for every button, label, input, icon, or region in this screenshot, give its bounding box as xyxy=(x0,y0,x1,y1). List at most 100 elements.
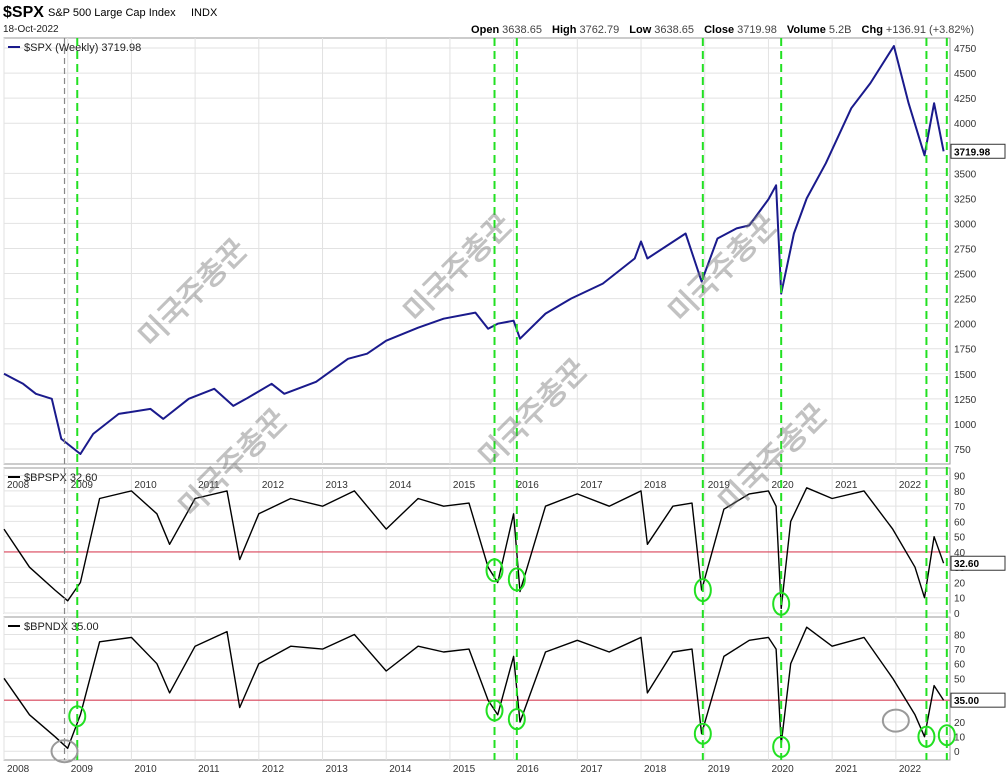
legend-label: $BPNDX 35.00 xyxy=(24,621,99,633)
panel-spx: 750 1000 1250 1500 1750 2000 2250 2500 2750 3000 3… xyxy=(3,37,1006,465)
legend-bpspx: $BPSPX 32.60 xyxy=(8,472,97,484)
signal-marker xyxy=(937,724,956,747)
x-tick-label: 2020 xyxy=(771,480,794,491)
y-tick-label: 2250 xyxy=(954,295,977,306)
legend-label: $SPX (Weekly) 3719.98 xyxy=(24,42,141,54)
x-tick-label: 2012 xyxy=(262,480,285,491)
last-value-label: 3719.98 xyxy=(954,147,991,158)
x-tick-label: 2016 xyxy=(517,764,540,775)
last-value-box xyxy=(950,692,1006,708)
x-tick-label: 2014 xyxy=(389,764,412,775)
date-label: 18-Oct-2022 xyxy=(3,24,59,35)
y-tick-label: 20 xyxy=(954,718,966,729)
x-tick-label: 2020 xyxy=(771,764,794,775)
signal-marker xyxy=(772,591,791,616)
y-tick-label: 90 xyxy=(954,472,966,483)
y-tick-label: 3500 xyxy=(954,169,977,180)
last-value-label: 35.00 xyxy=(954,696,979,707)
low-value: 3638.65 xyxy=(654,24,695,36)
x-tick-label: 2017 xyxy=(580,480,603,491)
y-tick-label: 1500 xyxy=(954,370,977,381)
signal-marker xyxy=(693,722,712,745)
y-tick-label: 80 xyxy=(954,487,966,498)
volume-value: 5.2B xyxy=(828,24,852,36)
open-value: 3638.65 xyxy=(502,24,542,36)
x-tick-label: 2011 xyxy=(198,480,220,491)
index-name: S&P 500 Large Cap Index xyxy=(48,7,176,19)
x-tick-label: 2018 xyxy=(644,480,667,491)
high-label: High xyxy=(552,24,577,36)
chg-value: +136.91 (+3.82%) xyxy=(885,24,974,36)
signal-marker xyxy=(507,567,526,592)
close-label: Close xyxy=(704,24,735,36)
y-tick-label: 0 xyxy=(954,747,960,758)
y-tick-label: 70 xyxy=(954,645,966,656)
y-tick-label: 1250 xyxy=(954,395,977,406)
gray-marker xyxy=(50,739,79,764)
x-tick-label: 2013 xyxy=(326,764,349,775)
y-tick-label: 1750 xyxy=(954,345,977,356)
x-tick-label: 2012 xyxy=(262,764,285,775)
x-tick-label: 2009 xyxy=(71,764,94,775)
x-tick-label: 2022 xyxy=(899,480,922,491)
last-value-box xyxy=(950,143,1006,159)
symbol-title: $SPX xyxy=(3,4,44,21)
y-tick-label: 4750 xyxy=(954,44,977,55)
y-tick-label: 80 xyxy=(954,631,966,642)
y-tick-label: 3000 xyxy=(954,219,977,230)
x-tick-label: 2013 xyxy=(326,480,349,491)
y-tick-label: 70 xyxy=(954,502,966,513)
x-tick-label: 2010 xyxy=(134,764,157,775)
panel-frame-bpndx xyxy=(3,616,951,761)
y-tick-label: 3250 xyxy=(954,194,977,205)
signal-marker xyxy=(772,735,791,758)
panel-frame-bpspx xyxy=(3,467,951,614)
volume-label: Volume xyxy=(786,24,826,36)
y-tick-label: 60 xyxy=(954,517,966,528)
ohlc-readout: Open 3638.65 High 3762.79 Low 3638.65 Close… xyxy=(464,24,974,36)
x-tick-label: 2016 xyxy=(517,480,540,491)
signal-marker xyxy=(485,699,504,722)
y-tick-label: 10 xyxy=(954,594,966,605)
y-tick-label: 2750 xyxy=(954,244,977,255)
x-tick-label: 2021 xyxy=(835,764,858,775)
x-tick-label: 2008 xyxy=(7,480,30,491)
signal-marker xyxy=(693,578,712,603)
signal-marker xyxy=(68,705,87,728)
y-tick-label: 4000 xyxy=(954,119,977,130)
x-tick-label: 2010 xyxy=(134,480,157,491)
open-label: Open xyxy=(471,24,500,36)
y-tick-label: 1000 xyxy=(954,420,977,431)
y-tick-label: 50 xyxy=(954,533,966,544)
legend-spx: $SPX (Weekly) 3719.98 xyxy=(8,42,141,54)
close-value: 3719.98 xyxy=(737,24,777,36)
signal-marker xyxy=(507,708,526,731)
y-tick-label: 0 xyxy=(954,609,960,620)
low-label: Low xyxy=(629,24,652,36)
y-tick-label: 2000 xyxy=(954,320,977,331)
x-tick-label: 2008 xyxy=(7,764,30,775)
x-tick-label: 2017 xyxy=(580,764,603,775)
series-line-spx xyxy=(3,45,945,455)
y-tick-label: 40 xyxy=(954,548,966,559)
x-tick-label: 2011 xyxy=(198,764,220,775)
x-tick-label: 2014 xyxy=(389,480,412,491)
y-tick-label: 50 xyxy=(954,674,966,685)
legend-label: $BPSPX 32.60 xyxy=(24,472,97,484)
y-tick-label: 20 xyxy=(954,578,966,589)
y-tick-label: 10 xyxy=(954,733,966,744)
y-tick-label: 4250 xyxy=(954,94,977,105)
x-tick-label: 2019 xyxy=(708,480,731,491)
x-tick-label: 2015 xyxy=(453,764,476,775)
x-tick-label: 2009 xyxy=(71,480,94,491)
legend-bpndx: $BPNDX 35.00 xyxy=(8,621,99,633)
x-tick-label: 2022 xyxy=(899,764,922,775)
x-tick-label: 2021 xyxy=(835,480,858,491)
exchange-label: INDX xyxy=(191,7,218,19)
chg-label: Chg xyxy=(861,24,883,36)
y-tick-label: 750 xyxy=(954,445,971,456)
last-value-label: 32.60 xyxy=(954,559,979,570)
